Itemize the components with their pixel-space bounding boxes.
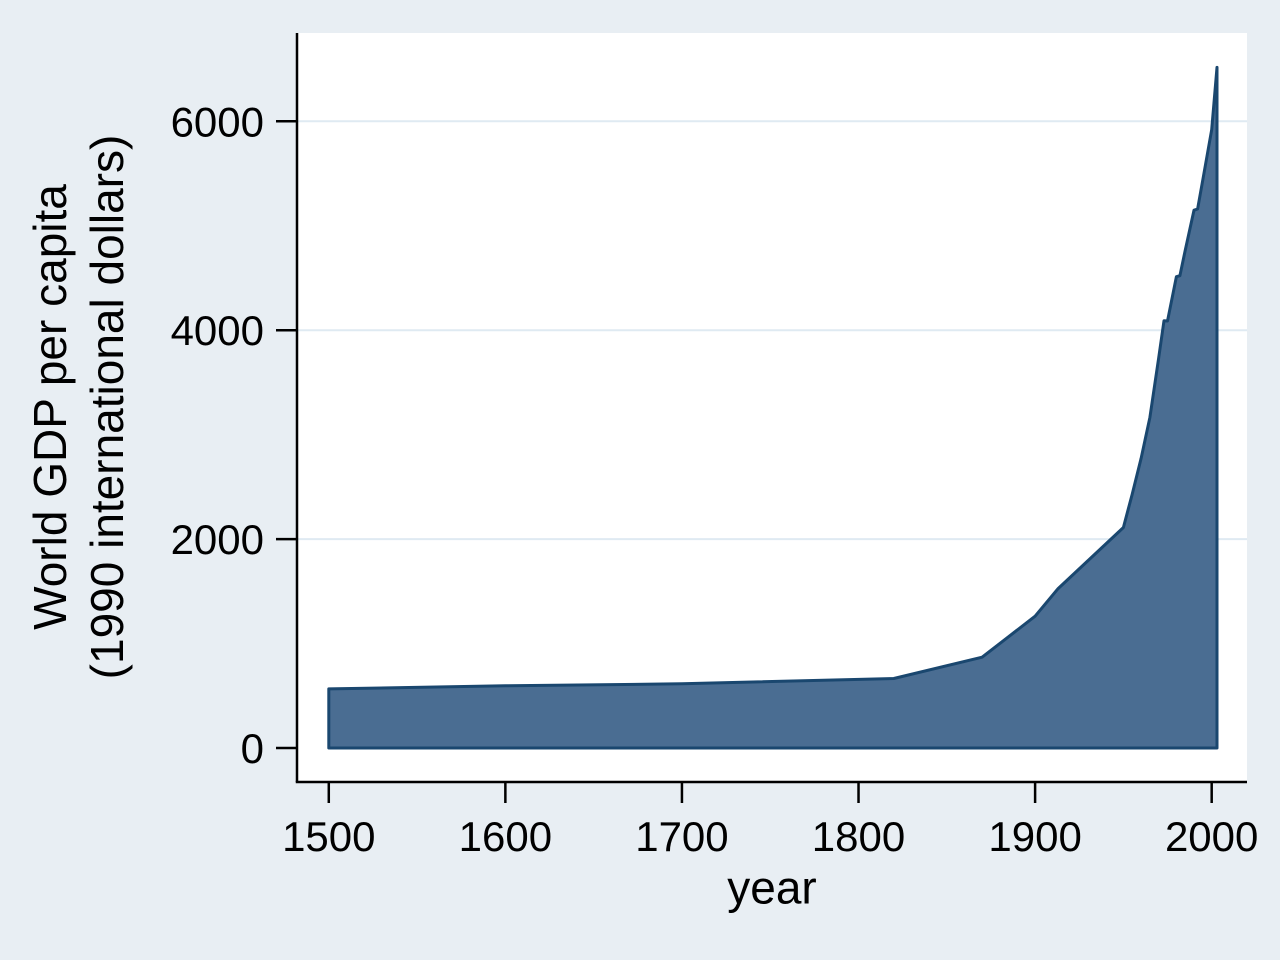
- x-axis-title: year: [727, 861, 817, 914]
- area-series: [327, 65, 1219, 750]
- x-tick-label: 1800: [812, 813, 905, 860]
- x-tick-label: 1900: [988, 813, 1081, 860]
- y-tick-label: 4000: [171, 307, 264, 354]
- y-axis-title: World GDP per capita (1990 international…: [22, 135, 136, 680]
- y-tick-label: 6000: [171, 98, 264, 145]
- x-tick-label: 2000: [1165, 813, 1258, 860]
- x-tick-label: 1700: [635, 813, 728, 860]
- x-tick-label: 1600: [459, 813, 552, 860]
- y-axis-title-line1: World GDP per capita: [24, 184, 76, 630]
- x-tick-label: 1500: [282, 813, 375, 860]
- y-axis-title-line2: (1990 international dollars): [81, 134, 133, 680]
- y-tick-label: 0: [241, 725, 264, 772]
- y-tick-label: 2000: [171, 516, 264, 563]
